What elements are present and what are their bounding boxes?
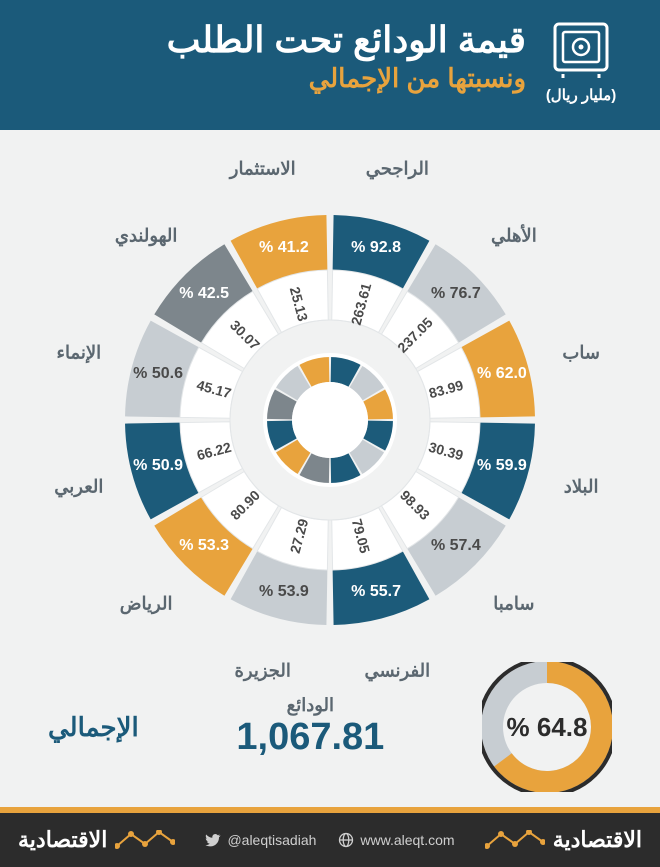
pct-label: % 62.0: [477, 365, 527, 383]
chart-svg: [0, 130, 660, 685]
donut-chart: الراجحي% 92.8263.61الأهلي% 76.7237.05ساب…: [0, 130, 660, 685]
footer-site: www.aleqt.com: [338, 832, 454, 848]
summary-center: الودائع 1,067.81: [209, 695, 412, 759]
brand-left: الاقتصادية: [485, 827, 642, 853]
footer-links: @aleqtisadiah www.aleqt.com: [205, 832, 454, 848]
connector-icon: [485, 830, 545, 850]
bank-label: الرياض: [120, 593, 173, 614]
bank-label: الهولندي: [115, 226, 178, 247]
brand-name: الاقتصادية: [553, 827, 642, 852]
pct-label: % 42.5: [179, 285, 229, 303]
page-title: قيمة الودائع تحت الطلب: [24, 18, 526, 61]
brand-right: الاقتصادية: [18, 827, 175, 853]
page-subtitle: ونسبتها من الإجمالي: [24, 63, 526, 94]
overall-pct-value: 64.8: [537, 712, 588, 742]
globe-icon: [338, 832, 354, 848]
bank-label: الأهلي: [491, 226, 537, 247]
overall-pct-text: % 64.8: [507, 712, 588, 743]
connector-icon: [115, 830, 175, 850]
header-text: قيمة الودائع تحت الطلب ونسبتها من الإجما…: [24, 18, 526, 130]
pct-label: % 76.7: [431, 285, 481, 303]
summary-row: الإجمالي الودائع 1,067.81 % 64.8: [0, 677, 660, 777]
bank-label: الراجحي: [366, 158, 429, 179]
bank-label: ساب: [562, 342, 600, 363]
brand-text-right: الاقتصادية: [18, 827, 107, 853]
bank-label: العربي: [54, 477, 103, 498]
pct-label: % 57.4: [431, 537, 481, 555]
footer-handle: @aleqtisadiah: [205, 832, 316, 848]
pct-label: % 41.2: [259, 239, 309, 257]
footer: الاقتصادية @aleqtisadiah www.aleqt.com ا…: [0, 807, 660, 867]
deposits-label: الودائع: [209, 695, 412, 716]
header: (مليار ريال) قيمة الودائع تحت الطلب ونسب…: [0, 0, 660, 130]
bank-label: سامبا: [493, 593, 534, 614]
safe-icon: [549, 18, 613, 82]
deposits-value: 1,067.81: [209, 716, 412, 759]
bank-label: البلاد: [564, 477, 599, 498]
pct-label: % 92.8: [351, 239, 401, 257]
pct-symbol: %: [507, 712, 537, 742]
pct-label: % 55.7: [351, 583, 401, 601]
twitter-icon: [205, 832, 221, 848]
pct-label: % 59.9: [477, 457, 527, 475]
bank-label: الاستثمار: [230, 158, 296, 179]
bank-label: الإنماء: [57, 342, 102, 363]
pct-label: % 53.3: [179, 537, 229, 555]
footer-handle-text: @aleqtisadiah: [227, 832, 316, 848]
footer-site-text: www.aleqt.com: [360, 832, 454, 848]
pct-label: % 53.9: [259, 583, 309, 601]
overall-pct-gauge: % 64.8: [482, 662, 612, 792]
pct-label: % 50.9: [133, 457, 183, 475]
brand-text: الاقتصادية: [553, 827, 642, 853]
unit-box: (مليار ريال): [526, 18, 636, 130]
unit-text: (مليار ريال): [546, 86, 616, 104]
total-label: الإجمالي: [48, 712, 139, 743]
pct-label: % 50.6: [133, 365, 183, 383]
